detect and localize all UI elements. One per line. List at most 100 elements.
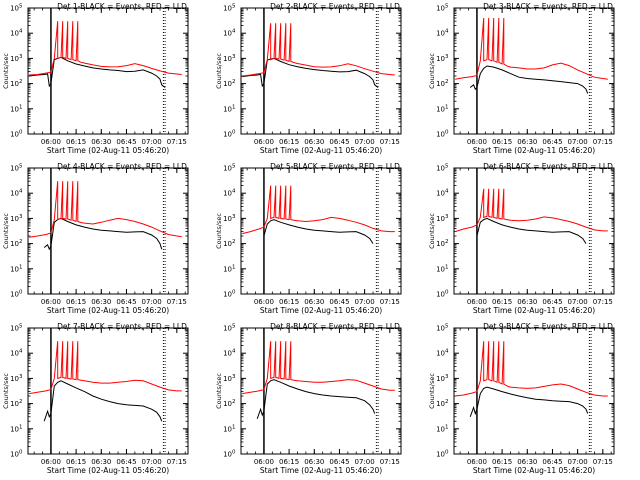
x-tick-label: 07:00 xyxy=(142,138,162,146)
x-tick-label: 06:00 xyxy=(467,298,487,306)
y-tick-exponent: 2 xyxy=(232,79,236,85)
y-tick-label: 10 xyxy=(436,400,445,408)
y-tick-label: 10 xyxy=(223,165,232,173)
plot-frame xyxy=(453,327,615,455)
y-tick-label: 10 xyxy=(223,375,232,383)
y-tick-exponent: 1 xyxy=(445,424,449,430)
x-tick-label: 07:00 xyxy=(355,458,375,466)
series-line-events xyxy=(476,217,587,244)
y-tick-label: 10 xyxy=(436,375,445,383)
y-tick-label: 10 xyxy=(436,131,445,139)
y-tick-label: 10 xyxy=(223,5,232,13)
y-tick-label: 10 xyxy=(436,5,445,13)
y-tick-exponent: 5 xyxy=(19,4,23,10)
y-tick-label: 10 xyxy=(436,451,445,459)
y-tick-label: 10 xyxy=(436,240,445,248)
y-tick-exponent: 1 xyxy=(232,264,236,270)
y-tick-exponent: 0 xyxy=(232,290,236,296)
y-tick-label: 10 xyxy=(436,291,445,299)
x-tick-label: 06:30 xyxy=(91,458,111,466)
y-tick-label: 10 xyxy=(10,291,19,299)
y-axis-label: Counts/sec xyxy=(428,213,436,249)
x-tick-label: 06:30 xyxy=(304,298,324,306)
y-tick-label: 10 xyxy=(10,55,19,63)
y-tick-exponent: 3 xyxy=(19,214,23,220)
y-tick-exponent: 0 xyxy=(445,450,449,456)
y-tick-label: 10 xyxy=(10,131,19,139)
y-tick-label: 10 xyxy=(436,350,445,358)
y-tick-exponent: 4 xyxy=(232,189,236,195)
y-tick-exponent: 1 xyxy=(232,424,236,430)
chart-title: Det 8-BLACK = Events, RED = LLD xyxy=(270,322,400,331)
y-tick-exponent: 2 xyxy=(445,79,449,85)
y-axis-label: Counts/sec xyxy=(2,213,10,249)
x-tick-label: 06:00 xyxy=(41,458,61,466)
series-line-lld xyxy=(242,23,395,77)
y-tick-exponent: 2 xyxy=(232,399,236,405)
y-tick-exponent: 2 xyxy=(19,239,23,245)
y-tick-label: 10 xyxy=(10,5,19,13)
y-axis-label: Counts/sec xyxy=(2,373,10,409)
x-tick-label: 07:15 xyxy=(380,298,400,306)
chart-title: Det 9-BLACK = Events, RED = LLD xyxy=(483,322,613,331)
y-tick-exponent: 1 xyxy=(445,264,449,270)
x-tick-label: 07:00 xyxy=(142,298,162,306)
y-tick-exponent: 4 xyxy=(232,349,236,355)
x-tick-label: 07:15 xyxy=(593,298,613,306)
y-tick-label: 10 xyxy=(223,400,232,408)
x-tick-label: 06:15 xyxy=(66,298,86,306)
y-tick-exponent: 2 xyxy=(232,239,236,245)
plot-frame xyxy=(240,327,402,455)
y-tick-exponent: 5 xyxy=(445,164,449,170)
y-tick-label: 10 xyxy=(10,451,19,459)
y-tick-label: 10 xyxy=(223,131,232,139)
y-tick-label: 10 xyxy=(223,325,232,333)
chart-title: Det 2-BLACK = Events, RED = LLD xyxy=(270,2,400,11)
x-tick-label: 07:00 xyxy=(355,138,375,146)
y-tick-label: 10 xyxy=(10,425,19,433)
series-line-events xyxy=(256,379,376,419)
x-tick-label: 06:00 xyxy=(467,138,487,146)
y-tick-label: 10 xyxy=(223,291,232,299)
y-tick-label: 10 xyxy=(436,215,445,223)
y-tick-exponent: 1 xyxy=(445,104,449,110)
y-tick-exponent: 0 xyxy=(445,130,449,136)
y-tick-exponent: 2 xyxy=(19,79,23,85)
y-tick-label: 10 xyxy=(436,425,445,433)
y-tick-exponent: 3 xyxy=(19,374,23,380)
x-tick-label: 06:15 xyxy=(279,138,299,146)
series-line-lld xyxy=(29,21,182,76)
series-line-events xyxy=(43,217,163,251)
y-tick-label: 10 xyxy=(10,325,19,333)
y-tick-exponent: 0 xyxy=(19,450,23,456)
y-tick-label: 10 xyxy=(223,265,232,273)
chart-title: Det 6-BLACK = Events, RED = LLD xyxy=(483,162,613,171)
y-tick-exponent: 0 xyxy=(445,290,449,296)
x-axis-label: Start Time (02-Aug-11 05:46:20) xyxy=(473,146,595,155)
x-tick-label: 07:15 xyxy=(593,138,613,146)
x-tick-label: 06:30 xyxy=(304,458,324,466)
x-tick-label: 06:30 xyxy=(517,138,537,146)
x-tick-label: 06:45 xyxy=(116,458,136,466)
chart-title: Det 4-BLACK = Events, RED = LLD xyxy=(57,162,187,171)
y-tick-exponent: 4 xyxy=(445,349,449,355)
y-axis-label: Counts/sec xyxy=(428,373,436,409)
x-tick-label: 06:45 xyxy=(329,458,349,466)
y-tick-label: 10 xyxy=(436,80,445,88)
y-tick-label: 10 xyxy=(10,190,19,198)
y-tick-label: 10 xyxy=(436,325,445,333)
x-tick-label: 06:30 xyxy=(517,298,537,306)
y-tick-label: 10 xyxy=(223,451,232,459)
y-tick-label: 10 xyxy=(223,105,232,113)
chart-title: Det 7-BLACK = Events, RED = LLD xyxy=(57,322,187,331)
x-tick-label: 06:15 xyxy=(279,298,299,306)
x-axis-label: Start Time (02-Aug-11 05:46:20) xyxy=(47,466,169,475)
x-tick-label: 07:00 xyxy=(568,298,588,306)
y-tick-label: 10 xyxy=(436,190,445,198)
y-axis-label: Counts/sec xyxy=(215,53,223,89)
x-tick-label: 06:30 xyxy=(91,298,111,306)
y-tick-exponent: 5 xyxy=(445,324,449,330)
x-tick-label: 07:00 xyxy=(355,298,375,306)
